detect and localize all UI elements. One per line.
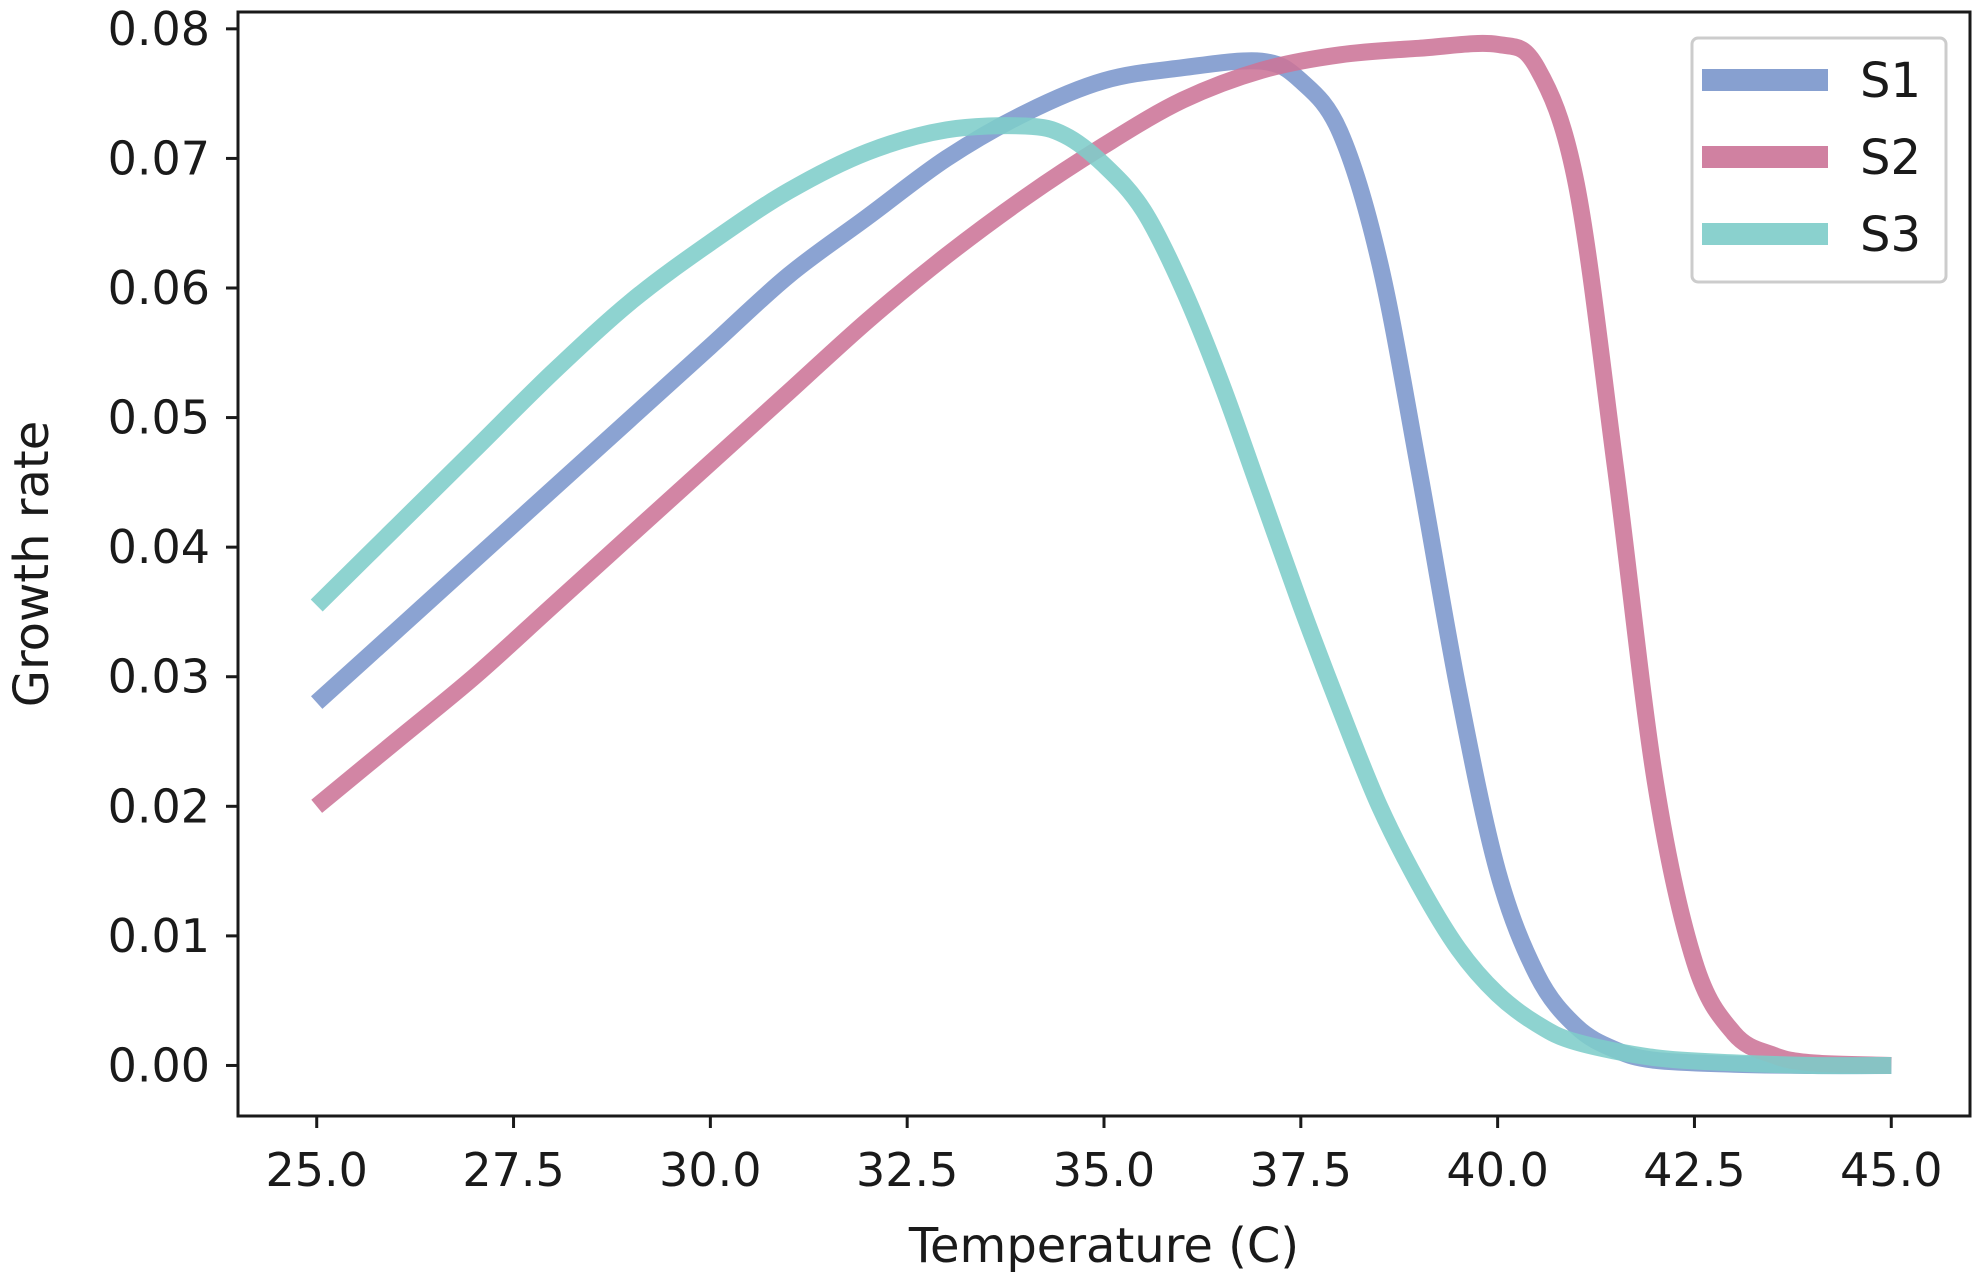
x-tick-label: 27.5 <box>462 1143 564 1197</box>
series-lines <box>310 34 1892 1075</box>
legend: S1 S2 S3 <box>1690 36 1948 284</box>
series-line-s2 <box>311 34 1892 1074</box>
legend-label-s1: S1 <box>1860 53 1921 109</box>
x-tick-label: 30.0 <box>659 1143 761 1197</box>
y-tick-label: 0.08 <box>108 2 210 56</box>
x-tick-label: 35.0 <box>1053 1143 1155 1197</box>
y-tick-label: 0.00 <box>108 1038 210 1092</box>
y-tick-label: 0.01 <box>108 909 210 963</box>
series-line-s1 <box>311 52 1892 1075</box>
y-axis: 0.00 0.01 0.02 0.03 0.04 0.05 0.06 0.07 0.08 <box>108 2 238 1092</box>
x-axis: 25.0 27.5 30.0 32.5 35.0 37.5 40.0 42.5 45.0 <box>266 1116 1942 1197</box>
y-tick-label: 0.06 <box>108 261 210 315</box>
y-tick-label: 0.05 <box>108 391 210 445</box>
x-tick-label: 32.5 <box>856 1143 958 1197</box>
x-axis-title: Temperature (C) <box>908 1218 1299 1274</box>
x-tick-label: 40.0 <box>1446 1143 1548 1197</box>
series-line-s3 <box>310 117 1892 1075</box>
legend-label-s3: S3 <box>1860 207 1921 263</box>
x-tick-label: 42.5 <box>1643 1143 1745 1197</box>
x-tick-label: 25.0 <box>266 1143 368 1197</box>
x-tick-label: 45.0 <box>1840 1143 1942 1197</box>
y-tick-label: 0.02 <box>108 779 210 833</box>
y-tick-label: 0.03 <box>108 650 210 704</box>
y-axis-title: Growth rate <box>4 421 60 708</box>
y-tick-label: 0.04 <box>108 520 210 574</box>
x-tick-label: 37.5 <box>1250 1143 1352 1197</box>
y-tick-label: 0.07 <box>108 131 210 185</box>
legend-label-s2: S2 <box>1860 130 1921 186</box>
